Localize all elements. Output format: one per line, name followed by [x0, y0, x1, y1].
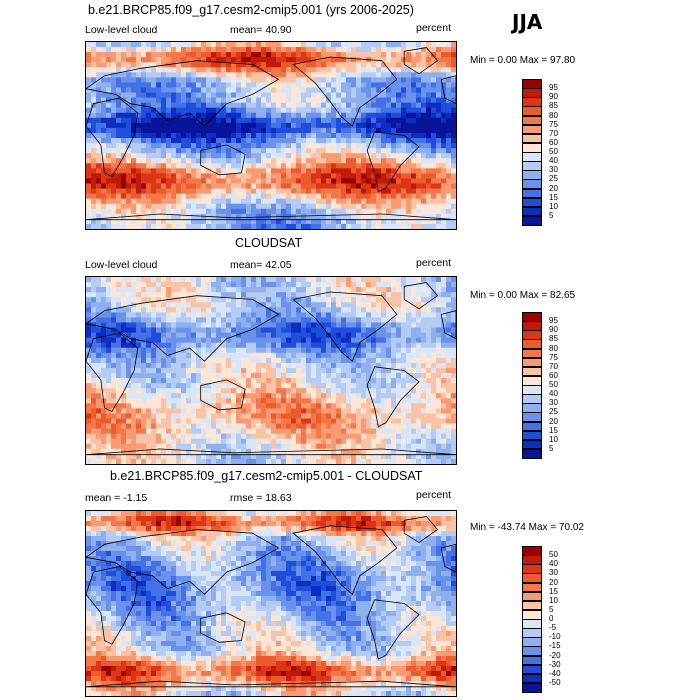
colorbar-tick-label: 0 — [549, 614, 554, 623]
colorbar-tick-label: 30 — [549, 568, 558, 578]
colorbar-tick-label: 85 — [549, 334, 558, 344]
colorbar-tick-label: 5 — [549, 604, 554, 614]
colorbar-tick-label: 20 — [549, 183, 558, 193]
units-label: percent — [416, 489, 452, 501]
colorbar-tick-label: 25 — [549, 174, 558, 184]
coastline — [200, 612, 246, 643]
colorbar-tick-label: 85 — [549, 101, 558, 111]
units-label: percent — [416, 22, 452, 34]
colorbar-tick-label: 50 — [549, 147, 558, 156]
colorbar-tick-label: 90 — [549, 92, 558, 102]
colorbar-tick-label: 25 — [549, 407, 558, 417]
colorbar-tick-label: 40 — [549, 389, 558, 399]
colorbar-cell — [522, 215, 542, 226]
coastline — [292, 291, 398, 362]
minmax-label: Min = 0.00 Max = 82.65 — [470, 290, 576, 301]
coastline — [366, 599, 420, 660]
coastline — [366, 366, 420, 428]
minmax-label: Min = 0.00 Max = 97.80 — [470, 55, 576, 66]
panel-title-diff: b.e21.BRCP85.f09_g17.cesm2-cmip5.001 - C… — [110, 469, 423, 483]
colorbar-tick-label: -10 — [549, 632, 561, 642]
colorbar-tick-label: 95 — [549, 83, 558, 93]
colorbar-tick-label: 20 — [549, 416, 558, 426]
colorbar-tick-label: -40 — [549, 668, 561, 678]
coastline — [292, 525, 398, 595]
colorbar-tick-label: 10 — [549, 595, 558, 605]
mean-label: mean= 42.05 — [230, 259, 292, 271]
colorbar-tick-label: -20 — [549, 650, 561, 660]
colorbar-tick-label: 5 — [549, 210, 554, 220]
minmax-label: Min = -43.74 Max = 70.02 — [470, 522, 584, 533]
mean-label: mean = -1.15 — [85, 492, 148, 504]
coastline — [86, 60, 280, 127]
colorbar-tick-label: 30 — [549, 165, 558, 175]
colorbar-tick-label: 70 — [549, 361, 558, 371]
coastline — [440, 543, 456, 573]
colorbar-tick-label: 50 — [549, 380, 558, 389]
coastline — [200, 144, 246, 176]
map-panel-diff — [85, 510, 457, 697]
coastline — [86, 97, 139, 178]
colorbar-tick-label: -5 — [549, 623, 557, 633]
coastline — [86, 680, 456, 688]
coastline — [86, 332, 139, 413]
cloud-map-model — [86, 42, 456, 229]
variable-label: Low-level cloud — [85, 259, 158, 271]
coastline — [403, 282, 439, 310]
coastline — [440, 75, 456, 105]
panel-title-model: b.e21.BRCP85.f09_g17.cesm2-cmip5.001 (yr… — [88, 3, 414, 17]
panel-title-obs: CLOUDSAT — [235, 236, 303, 250]
colorbar-tick-label: 15 — [549, 192, 558, 202]
colorbar-tick-label: 10 — [549, 434, 558, 444]
coastline — [366, 131, 420, 193]
colorbar-tick-label: 30 — [549, 398, 558, 408]
coastline — [86, 566, 139, 645]
coastline — [86, 295, 280, 362]
colorbar-tick-label: 50 — [549, 550, 558, 560]
coastline — [403, 47, 439, 75]
colorbar-tick-label: 70 — [549, 128, 558, 138]
colorbar-tick-label: 60 — [549, 137, 558, 147]
cloud-map-obs — [86, 277, 456, 464]
coastline — [86, 448, 456, 456]
colorbar-tick-label: 40 — [549, 156, 558, 166]
season-label: JJA — [512, 10, 543, 34]
colorbar-tick-label: -30 — [549, 659, 561, 669]
colorbar-cell — [522, 448, 542, 459]
rmse-label: rmse = 18.63 — [230, 492, 292, 504]
map-panel-model — [85, 41, 457, 230]
colorbar-tick-label: 15 — [549, 425, 558, 435]
colorbar-tick-label: 75 — [549, 119, 558, 129]
coastline — [403, 516, 439, 543]
colorbar-tick-label: -15 — [549, 641, 561, 651]
coastline — [86, 529, 280, 595]
colorbar-diff: 50 40 30 20 15 10 5 0 -5 -10 -15 -20 -30 -40 -50 — [522, 546, 582, 693]
colorbar-tick-label: 15 — [549, 586, 558, 596]
colorbar-obs: 95 90 85 80 75 70 60 50 40 30 25 20 15 10 5 — [522, 312, 582, 459]
colorbar-tick-label: 60 — [549, 370, 558, 380]
coastline — [86, 213, 456, 221]
coastline — [440, 310, 456, 340]
colorbar-tick-label: -50 — [549, 677, 561, 687]
colorbar-cell — [522, 682, 542, 693]
colorbar-tick-label: 40 — [549, 559, 558, 569]
colorbar-tick-label: 75 — [549, 352, 558, 362]
colorbar-tick-label: 20 — [549, 577, 558, 587]
colorbar-tick-label: 80 — [549, 343, 558, 353]
colorbar-tick-label: 80 — [549, 110, 558, 120]
mean-label: mean= 40.90 — [230, 24, 292, 36]
colorbar-tick-label: 95 — [549, 316, 558, 326]
colorbar-model: 95 90 85 80 75 70 60 50 40 30 25 20 15 10 5 — [522, 79, 582, 226]
colorbar-tick-label: 90 — [549, 325, 558, 335]
units-label: percent — [416, 257, 452, 269]
cloud-map-diff — [86, 511, 456, 696]
coastline — [200, 379, 246, 411]
variable-label: Low-level cloud — [85, 24, 158, 36]
colorbar-tick-label: 10 — [549, 201, 558, 211]
map-panel-obs — [85, 276, 457, 465]
coastline — [292, 56, 398, 127]
colorbar-tick-label: 5 — [549, 443, 554, 453]
